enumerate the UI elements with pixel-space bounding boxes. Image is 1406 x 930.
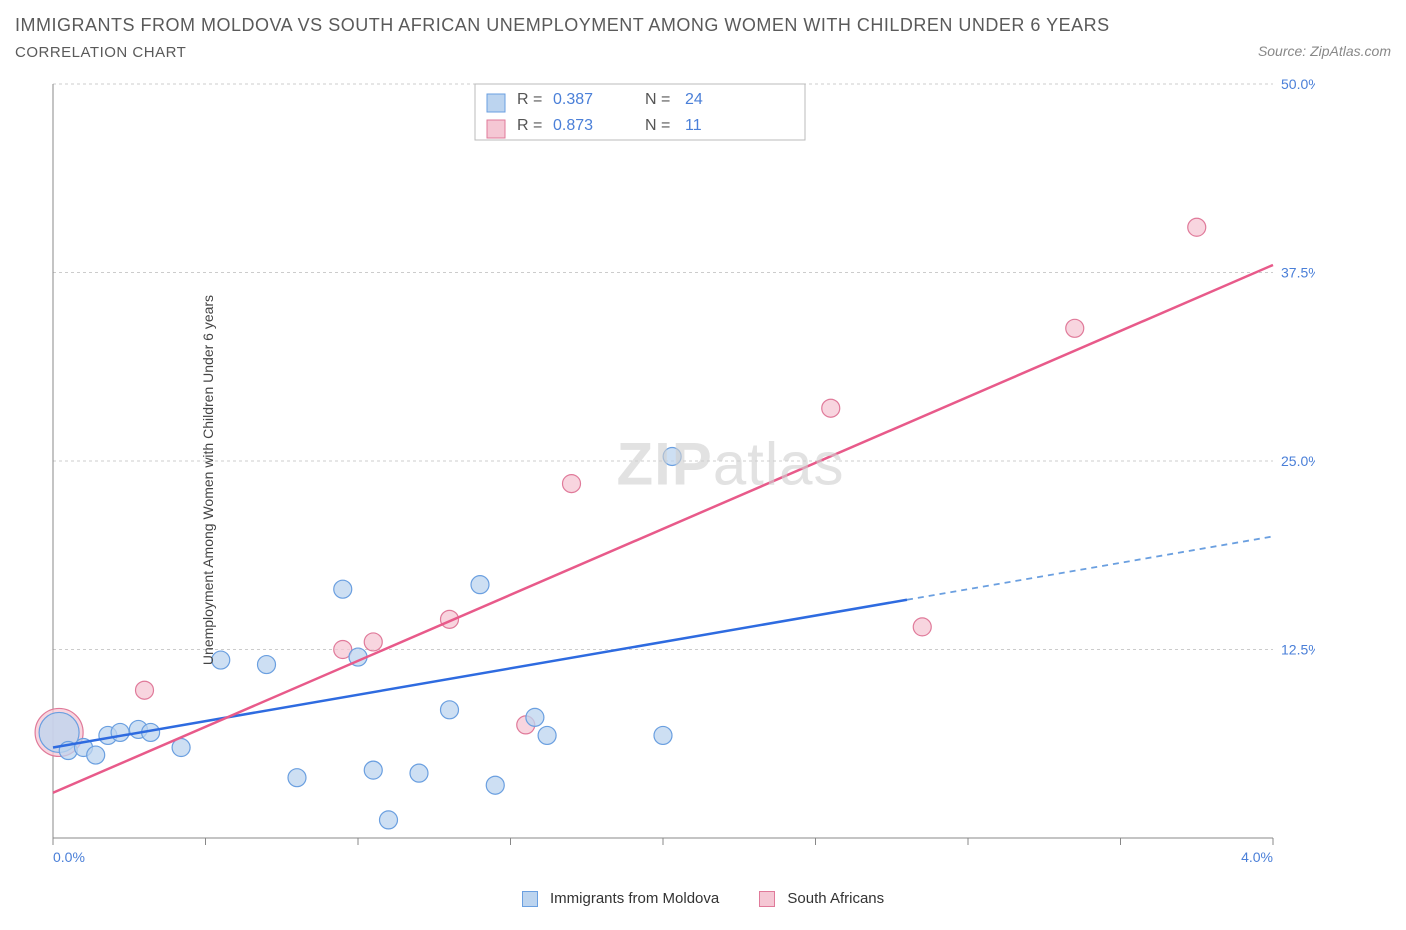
svg-text:24: 24: [685, 91, 703, 108]
svg-text:N =: N =: [645, 117, 670, 134]
page-title: IMMIGRANTS FROM MOLDOVA VS SOUTH AFRICAN…: [15, 15, 1258, 36]
legend-item-moldova: Immigrants from Moldova: [522, 890, 719, 907]
svg-text:25.0%: 25.0%: [1281, 453, 1315, 469]
svg-text:R =: R =: [517, 117, 542, 134]
page-subtitle: CORRELATION CHART: [15, 44, 1258, 61]
svg-text:N =: N =: [645, 91, 670, 108]
legend-label: South Africans: [787, 890, 884, 907]
header: IMMIGRANTS FROM MOLDOVA VS SOUTH AFRICAN…: [15, 15, 1391, 61]
y-axis-label: Unemployment Among Women with Children U…: [200, 295, 216, 665]
legend-label: Immigrants from Moldova: [550, 890, 719, 907]
legend-swatch-icon: [522, 891, 538, 907]
svg-text:0.873: 0.873: [553, 117, 593, 134]
svg-text:11: 11: [685, 117, 702, 134]
source-attribution: Source: ZipAtlas.com: [1258, 43, 1391, 59]
svg-text:12.5%: 12.5%: [1281, 642, 1315, 658]
svg-text:R =: R =: [517, 91, 542, 108]
svg-text:0.0%: 0.0%: [53, 849, 85, 865]
legend-swatch-icon: [759, 891, 775, 907]
svg-text:50.0%: 50.0%: [1281, 76, 1315, 92]
legend-item-south-africans: South Africans: [759, 890, 884, 907]
legend-bottom: Immigrants from Moldova South Africans: [15, 890, 1391, 907]
svg-text:37.5%: 37.5%: [1281, 265, 1315, 281]
svg-text:0.387: 0.387: [553, 91, 593, 108]
svg-text:4.0%: 4.0%: [1241, 849, 1273, 865]
correlation-chart: Unemployment Among Women with Children U…: [15, 76, 1391, 884]
